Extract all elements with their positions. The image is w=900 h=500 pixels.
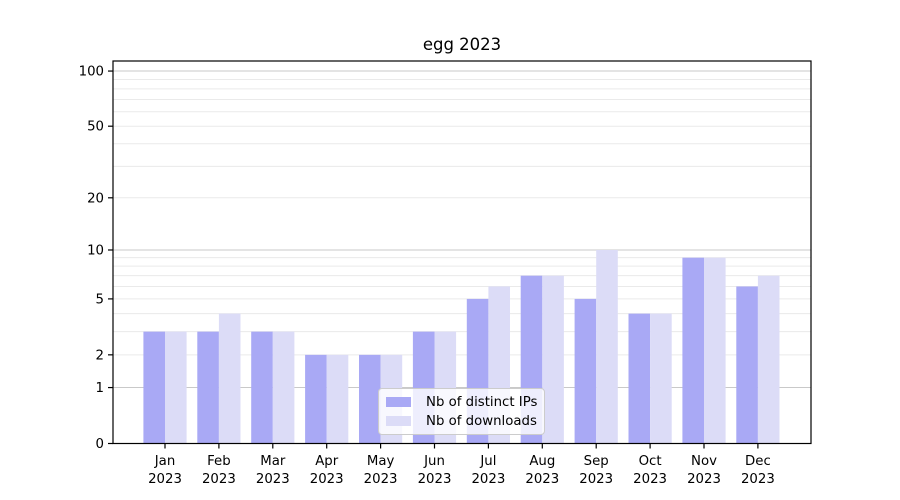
x-tick-label-may: May 2023 [364, 454, 398, 487]
x-tick-label-jan: Jan 2023 [148, 454, 182, 487]
bar-distinct-ips-oct [628, 313, 651, 444]
y-tick-label-100: 100 [79, 65, 104, 80]
x-tick-label-jun: Jun 2023 [418, 454, 452, 487]
legend-label-downloads: Nb of downloads [426, 413, 537, 429]
legend-entry-downloads: Nb of downloads [386, 414, 537, 429]
bar-downloads-feb [218, 313, 241, 444]
bar-downloads-mar [272, 331, 295, 444]
bar-distinct-ips-apr [305, 354, 327, 444]
legend-swatch-downloads [386, 416, 411, 426]
bar-downloads-aug [542, 275, 564, 444]
y-tick-label-1: 1 [96, 381, 104, 396]
x-tick-label-nov: Nov 2023 [687, 454, 721, 487]
legend-entry-distinct-ips: Nb of distinct IPs [386, 395, 537, 410]
legend-swatch-distinct-ips [386, 397, 411, 407]
bar-distinct-ips-dec [736, 286, 758, 444]
plot-border [112, 60, 812, 445]
bar-distinct-ips-feb [197, 331, 219, 444]
bar-distinct-ips-nov [682, 257, 704, 444]
legend-label-distinct-ips: Nb of distinct IPs [426, 394, 538, 410]
bar-downloads-oct [650, 313, 672, 444]
legend: Nb of distinct IPs Nb of downloads [378, 388, 545, 435]
x-tick-label-sep: Sep 2023 [579, 454, 613, 487]
chart-title: egg 2023 [422, 35, 502, 54]
x-tick-label-dec: Dec 2023 [741, 454, 775, 487]
y-tick-label-2: 2 [96, 348, 104, 363]
bar-distinct-ips-may [359, 354, 381, 444]
x-tick-label-mar: Mar 2023 [256, 454, 290, 487]
bar-downloads-sep [596, 249, 618, 444]
x-tick-label-feb: Feb 2023 [202, 454, 236, 487]
x-tick-label-oct: Oct 2023 [633, 454, 667, 487]
y-tick-label-0: 0 [96, 437, 104, 452]
x-tick-label-apr: Apr 2023 [310, 454, 344, 487]
bar-downloads-apr [326, 354, 349, 444]
bar-downloads-dec [757, 275, 780, 444]
y-tick-label-50: 50 [87, 120, 104, 135]
y-tick-label-20: 20 [87, 191, 104, 206]
y-tick-label-10: 10 [87, 243, 104, 258]
bar-distinct-ips-jan [143, 331, 165, 444]
bar-distinct-ips-sep [574, 298, 597, 444]
bar-downloads-nov [704, 257, 726, 444]
x-tick-label-jul: Jul 2023 [471, 454, 505, 487]
bar-distinct-ips-mar [251, 331, 273, 444]
y-tick-label-5: 5 [96, 292, 104, 307]
x-tick-label-aug: Aug 2023 [525, 454, 559, 487]
bar-downloads-jan [165, 331, 187, 444]
